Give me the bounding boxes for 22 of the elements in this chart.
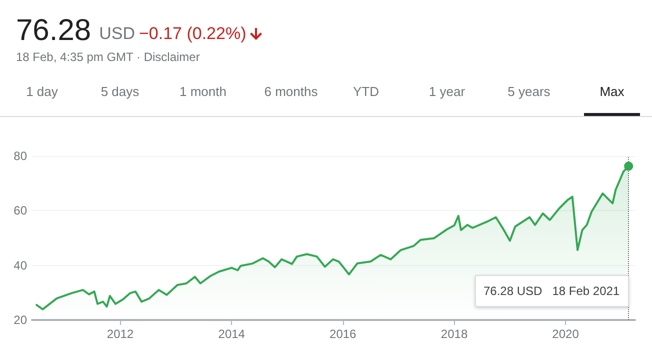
text: 6 months: [264, 84, 318, 99]
text: 5 years: [508, 84, 550, 99]
y-tick-label: 40: [14, 258, 28, 272]
x-tick-label: 2016: [330, 327, 357, 341]
text: 1 year: [428, 84, 466, 99]
text: −0.17 (0.22%): [138, 24, 246, 44]
annotation: 76.28 USD 18 Feb 2021: [474, 275, 629, 307]
x-tick-label: 2018: [440, 327, 468, 341]
y-tick-label: 80: [14, 149, 28, 163]
chart-title: 76.28: [16, 14, 92, 48]
x-tick-label: 2020: [552, 327, 580, 341]
text: Max: [600, 84, 624, 99]
text: YTD: [353, 84, 379, 99]
y-tick-label: 20: [14, 313, 28, 327]
text: 5 days: [100, 84, 140, 99]
text: USD: [99, 24, 135, 44]
text: 1 day: [26, 84, 58, 99]
y-tick-label: 60: [14, 204, 28, 218]
x-tick-label: 2012: [106, 327, 134, 341]
chart-subtitle: 18 Feb, 4:35 pm GMT · Disclaimer: [16, 50, 200, 64]
text: 1 month: [180, 84, 226, 99]
x-tick-label: 2014: [218, 327, 246, 341]
